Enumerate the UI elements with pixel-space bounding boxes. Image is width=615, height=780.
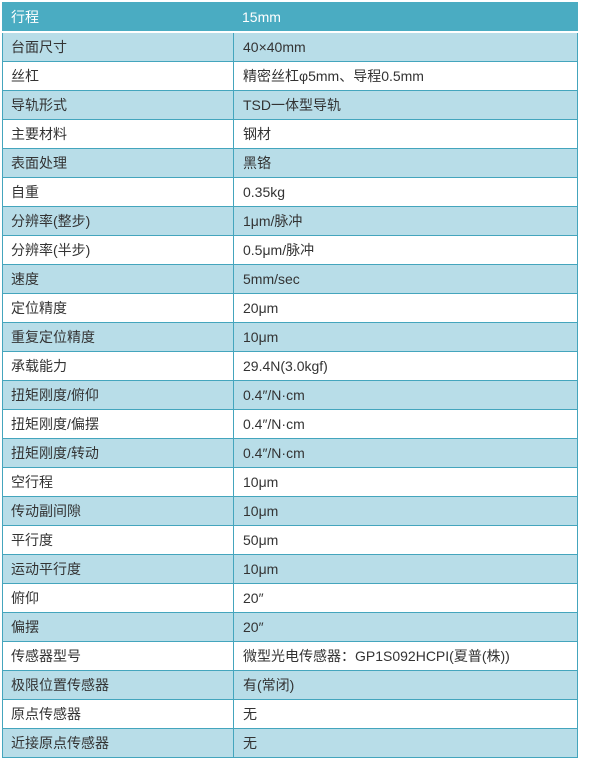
spec-value-cell: 0.4″/N·cm — [233, 380, 578, 410]
spec-value-cell: 40×40mm — [233, 31, 578, 62]
spec-label-cell: 台面尺寸 — [2, 31, 234, 62]
spec-label-cell: 扭矩刚度/俯仰 — [2, 380, 234, 410]
spec-value-cell: 10μm — [233, 322, 578, 352]
table-row: 传动副间隙 10μm — [2, 496, 578, 526]
table-row: 极限位置传感器 有(常闭) — [2, 670, 578, 700]
spec-label-cell: 偏摆 — [2, 612, 234, 642]
spec-value-cell: 10μm — [233, 467, 578, 497]
spec-label-cell: 主要材料 — [2, 119, 234, 149]
spec-value-cell: 20″ — [233, 583, 578, 613]
table-row: 平行度 50μm — [2, 525, 578, 555]
spec-value-cell: 10μm — [233, 496, 578, 526]
table-row: 近接原点传感器无 — [2, 728, 578, 758]
spec-label-cell: 重复定位精度 — [2, 322, 234, 352]
table-row: 承载能力 29.4N(3.0kgf) — [2, 351, 578, 381]
spec-label-cell: 自重 — [2, 177, 234, 207]
spec-value-cell: 无 — [233, 728, 578, 758]
table-row: 台面尺寸 40×40mm — [2, 31, 578, 62]
spec-label-cell: 极限位置传感器 — [2, 670, 234, 700]
spec-label-cell: 表面处理 — [2, 148, 234, 178]
spec-table-body: 台面尺寸 40×40mm 丝杠 精密丝杠φ5mm、导程0.5mm 导轨形式 TSD一体型导… — [2, 31, 578, 758]
table-row: 分辨率(整步) 1μm/脉冲 — [2, 206, 578, 236]
spec-value-cell: 50μm — [233, 525, 578, 555]
spec-label-cell: 丝杠 — [2, 61, 234, 91]
table-row: 偏摆 20″ — [2, 612, 578, 642]
spec-table: 行程 15mm 台面尺寸 40×40mm 丝杠 精密丝杠φ5mm、导程0.5mm 导轨形… — [2, 2, 578, 758]
table-row: 扭矩刚度/转动 0.4″/N·cm — [2, 438, 578, 468]
table-row: 空行程 10μm — [2, 467, 578, 497]
header-value-cell: 15mm — [233, 2, 578, 33]
spec-label-cell: 近接原点传感器 — [2, 728, 234, 758]
spec-label-cell: 扭矩刚度/转动 — [2, 438, 234, 468]
table-row: 表面处理 黑铬 — [2, 148, 578, 178]
table-row: 俯仰 20″ — [2, 583, 578, 613]
spec-value-cell: 0.5μm/脉冲 — [233, 235, 578, 265]
spec-label-cell: 分辨率(整步) — [2, 206, 234, 236]
spec-label-cell: 分辨率(半步) — [2, 235, 234, 265]
spec-label-cell: 定位精度 — [2, 293, 234, 323]
spec-label-cell: 原点传感器 — [2, 699, 234, 729]
spec-value-cell: 有(常闭) — [233, 670, 578, 700]
spec-label-cell: 空行程 — [2, 467, 234, 497]
spec-label-cell: 运动平行度 — [2, 554, 234, 584]
spec-value-cell: 钢材 — [233, 119, 578, 149]
spec-value-cell: 0.35kg — [233, 177, 578, 207]
spec-value-cell: 0.4″/N·cm — [233, 409, 578, 439]
spec-value-cell: 精密丝杠φ5mm、导程0.5mm — [233, 61, 578, 91]
spec-value-cell: 29.4N(3.0kgf) — [233, 351, 578, 381]
spec-label-cell: 承载能力 — [2, 351, 234, 381]
spec-value-cell: 10μm — [233, 554, 578, 584]
spec-label-cell: 扭矩刚度/偏摆 — [2, 409, 234, 439]
spec-value-cell: 无 — [233, 699, 578, 729]
spec-label-cell: 传动副间隙 — [2, 496, 234, 526]
table-row: 导轨形式 TSD一体型导轨 — [2, 90, 578, 120]
header-label-cell: 行程 — [2, 2, 234, 33]
table-row: 原点传感器无 — [2, 699, 578, 729]
table-row: 传感器型号 微型光电传感器：GP1S092HCPI(夏普(株)) — [2, 641, 578, 671]
spec-label-cell: 导轨形式 — [2, 90, 234, 120]
header-row: 行程 15mm — [2, 2, 578, 33]
spec-value-cell: TSD一体型导轨 — [233, 90, 578, 120]
spec-value-cell: 1μm/脉冲 — [233, 206, 578, 236]
table-row: 定位精度 20μm — [2, 293, 578, 323]
table-row: 主要材料 钢材 — [2, 119, 578, 149]
table-row: 分辨率(半步) 0.5μm/脉冲 — [2, 235, 578, 265]
spec-value-cell: 20μm — [233, 293, 578, 323]
spec-value-cell: 5mm/sec — [233, 264, 578, 294]
spec-label-cell: 传感器型号 — [2, 641, 234, 671]
table-row: 重复定位精度 10μm — [2, 322, 578, 352]
table-row: 自重 0.35kg — [2, 177, 578, 207]
spec-label-cell: 俯仰 — [2, 583, 234, 613]
table-row: 运动平行度 10μm — [2, 554, 578, 584]
spec-value-cell: 微型光电传感器：GP1S092HCPI(夏普(株)) — [233, 641, 578, 671]
spec-label-cell: 平行度 — [2, 525, 234, 555]
table-row: 扭矩刚度/偏摆 0.4″/N·cm — [2, 409, 578, 439]
table-row: 丝杠 精密丝杠φ5mm、导程0.5mm — [2, 61, 578, 91]
spec-label-cell: 速度 — [2, 264, 234, 294]
spec-value-cell: 黑铬 — [233, 148, 578, 178]
table-row: 速度 5mm/sec — [2, 264, 578, 294]
spec-value-cell: 20″ — [233, 612, 578, 642]
spec-value-cell: 0.4″/N·cm — [233, 438, 578, 468]
table-row: 扭矩刚度/俯仰 0.4″/N·cm — [2, 380, 578, 410]
